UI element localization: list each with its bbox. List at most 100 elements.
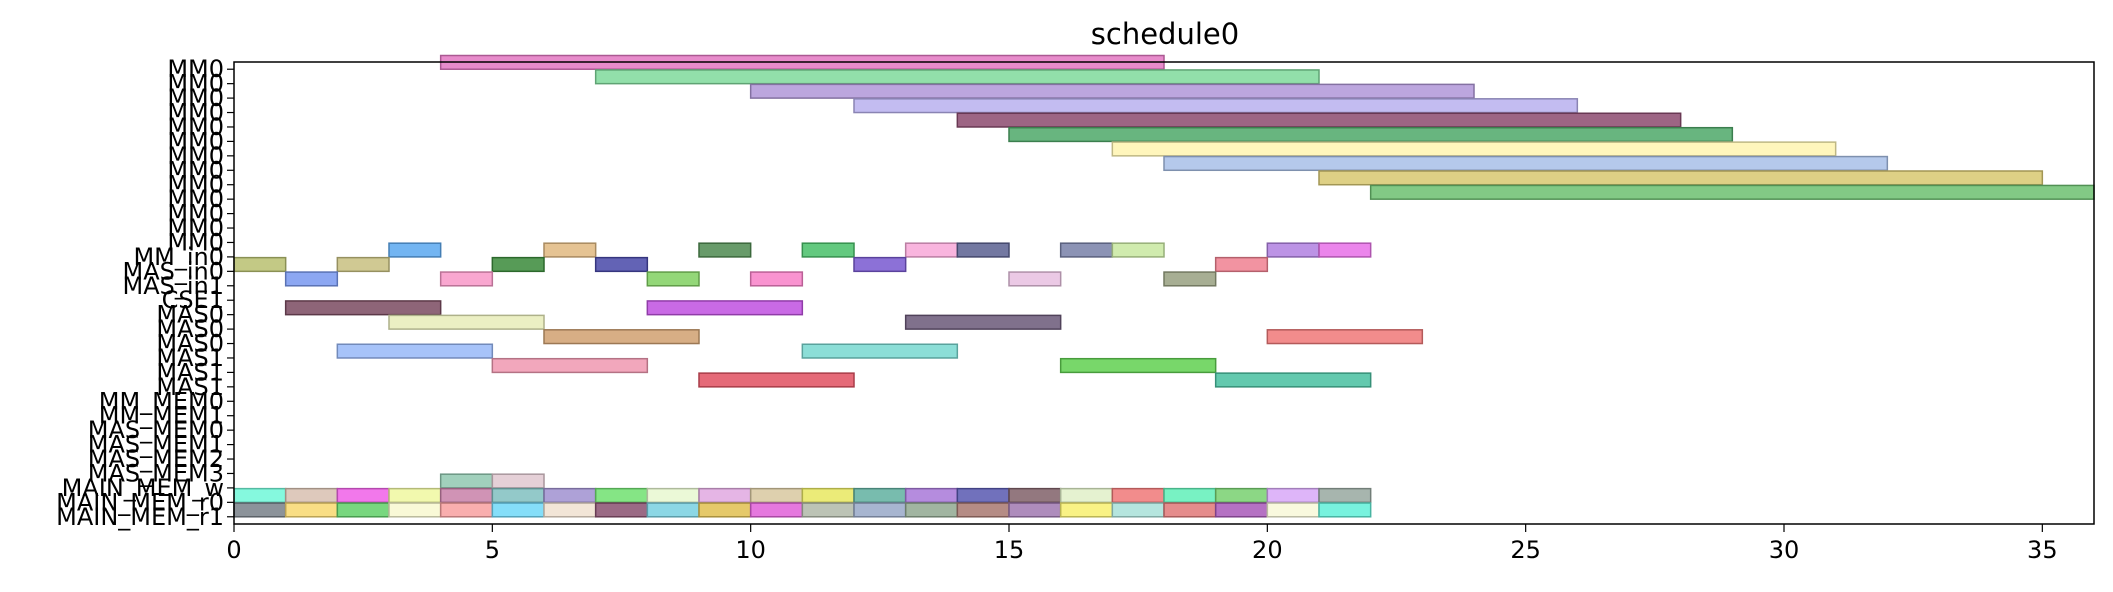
schedule-bar (1008, 487, 1062, 504)
schedule-bar (336, 343, 494, 359)
y-tick-label: MM0 (167, 185, 224, 213)
schedule-bar (336, 487, 390, 504)
schedule-bar (1214, 502, 1269, 518)
schedule-bar (439, 271, 494, 287)
schedule-bar (543, 329, 700, 345)
schedule-bar (491, 473, 545, 489)
schedule-bar (698, 372, 855, 388)
schedule-bar (594, 502, 649, 518)
x-tick-label: 5 (485, 536, 500, 564)
y-tick-label: MAS0 (156, 315, 224, 343)
schedule-bar (801, 487, 855, 504)
chart-title: schedule0 (1091, 17, 1239, 51)
schedule-bar (1214, 487, 1269, 504)
schedule-bar (388, 487, 442, 504)
schedule-bar (1163, 502, 1217, 518)
schedule-bar (1318, 502, 1372, 518)
y-tick-label: MAS_MEM3 (88, 459, 224, 487)
schedule-bar (388, 242, 442, 258)
y-tick-label: MM0 (167, 171, 224, 199)
schedule-bar (801, 502, 855, 518)
y-tick-label: MM0 (167, 84, 224, 112)
schedule-bar (698, 487, 752, 504)
schedule-bar (594, 69, 1320, 85)
y-tick-label: MM_MEM1 (99, 402, 224, 430)
schedule-bar (543, 502, 597, 518)
y-tick-label: MM0 (167, 200, 224, 228)
schedule-bar (491, 357, 649, 374)
schedule-bar (388, 502, 442, 518)
schedule-bar (904, 502, 959, 518)
schedule-bar (1163, 155, 1889, 172)
schedule-bar (1369, 184, 2095, 200)
schedule-bar (439, 502, 494, 518)
y-tick-label: MAIN_MEM_w (62, 474, 224, 502)
schedule-bar (594, 487, 649, 504)
schedule-bar (1059, 502, 1114, 518)
schedule-bar (956, 487, 1010, 504)
schedule-bar (1111, 242, 1165, 258)
schedule-bar (388, 314, 545, 330)
schedule-bar (853, 487, 907, 504)
y-tick-label: MAS0 (156, 301, 224, 329)
schedule-bar (698, 242, 752, 258)
y-tick-label: MM0 (167, 113, 224, 141)
schedule-bar (1318, 487, 1372, 504)
schedule-bar (1111, 487, 1165, 504)
schedule-bar (853, 98, 1579, 114)
schedule-bar (801, 242, 855, 258)
schedule-bar (439, 487, 494, 504)
y-tick-label: MM_MEM0 (99, 387, 224, 415)
y-tick-label: MM0 (167, 70, 224, 98)
schedule-bar (646, 487, 700, 504)
schedule-bar (956, 112, 1682, 128)
schedule-bar (1059, 357, 1217, 374)
y-tick-label: MM0 (167, 156, 224, 184)
schedule-bar (853, 502, 907, 518)
y-tick-label: MAS0 (156, 330, 224, 358)
x-tick-label: 20 (1252, 536, 1283, 564)
y-tick-label: MAIN_MEM_r0 (56, 488, 224, 516)
schedule-bar (1266, 487, 1320, 504)
schedule-bar (904, 242, 959, 258)
schedule-bar (1318, 242, 1372, 258)
y-tick-label: MAS_in0 (122, 257, 224, 285)
y-tick-label: MM0 (167, 142, 224, 170)
schedule-bar (491, 502, 545, 518)
schedule-bar (801, 343, 959, 359)
y-tick-label: CSE1 (162, 286, 224, 314)
schedule-bar (336, 256, 390, 273)
schedule-bar (1008, 126, 1734, 143)
schedule-bar (233, 256, 287, 273)
schedule-bar (1059, 242, 1114, 258)
schedule-bar (284, 271, 339, 287)
schedule-bar (594, 256, 649, 273)
y-tick-label: MAS_MEM0 (88, 416, 224, 444)
schedule-bar (284, 502, 339, 518)
x-tick-label: 25 (1510, 536, 1541, 564)
schedule-bar (1266, 502, 1320, 518)
schedule-bar (646, 271, 700, 287)
y-axis: MM0MM0MM0MM0MM0MM0MM0MM0MM0MM0MM0MM0MM0M… (56, 55, 234, 531)
y-tick-label: MM0 (167, 99, 224, 127)
y-tick-label: MM_in0 (133, 243, 224, 271)
schedule-bar (1266, 329, 1424, 345)
y-tick-label: MAS_MEM2 (88, 445, 224, 473)
schedule-bar (284, 487, 339, 504)
y-tick-label: MAS1 (156, 344, 224, 372)
y-tick-label: MAIN_MEM_r1 (56, 503, 224, 531)
schedule-bar (543, 487, 597, 504)
schedule-bar (1214, 372, 1372, 388)
y-tick-label: MAS_MEM1 (88, 431, 224, 459)
schedule-bar (1163, 271, 1217, 287)
schedule-bar (904, 314, 1062, 330)
x-axis: 0 5 10 15 20 25 30 35 (226, 524, 2058, 564)
schedule-bar (1111, 502, 1165, 518)
x-tick-label: 10 (735, 536, 766, 564)
schedule-bar (749, 502, 804, 518)
schedule-bar (1318, 170, 2044, 186)
schedule-bar (1214, 256, 1269, 273)
x-tick-label: 15 (994, 536, 1025, 564)
schedule-bar (749, 83, 1475, 99)
